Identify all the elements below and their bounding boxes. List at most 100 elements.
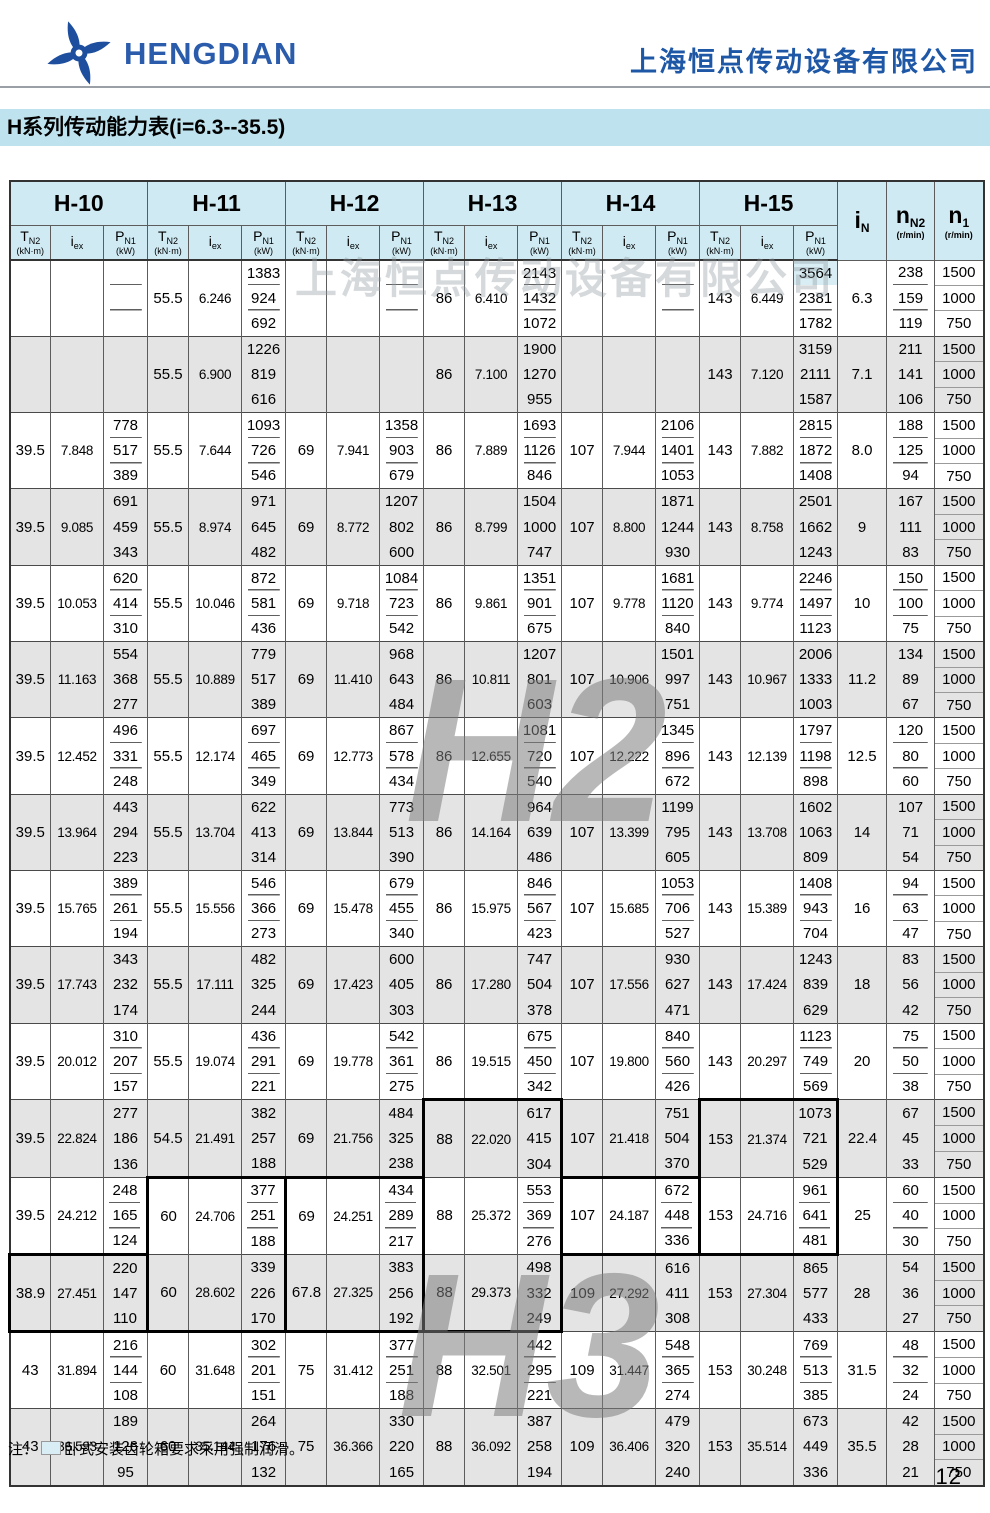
nn2-value: 150 <box>886 564 936 591</box>
pn1-value: 846 <box>517 869 563 896</box>
pn1-value: 238 <box>379 1151 425 1178</box>
tn2-value: 143 <box>699 564 742 642</box>
pn1-value: 673 <box>793 1408 839 1435</box>
pn1-value: 1333 <box>793 667 839 693</box>
pn1-value: 961 <box>793 1176 840 1204</box>
tn2-value: 39.5 <box>9 488 51 566</box>
iex-value: 24.706 <box>188 1175 243 1255</box>
header-tn2: TN2 (kN·m) <box>699 225 742 261</box>
pn1-value: 449 <box>793 1434 839 1460</box>
column-group-header: H-13 <box>423 181 563 226</box>
n1-value: 750 <box>934 1074 985 1100</box>
pn1-value: 629 <box>793 997 839 1024</box>
pn1-value: 486 <box>517 845 563 871</box>
pn1-value: 264 <box>241 1408 287 1435</box>
pn1-value: 600 <box>379 539 425 566</box>
nn2-value: 125 <box>886 438 936 464</box>
nn2-value: 32 <box>886 1357 936 1384</box>
pn1-value: 220 <box>379 1434 425 1460</box>
iex-value: 13.964 <box>50 793 104 871</box>
pn1-value: 527 <box>655 921 701 947</box>
pn1-value: 330 <box>379 1408 425 1435</box>
iex-value: 15.556 <box>188 869 243 947</box>
nn2-value: 56 <box>886 972 936 998</box>
pn1-value: 603 <box>517 692 563 718</box>
iex-value: 9.778 <box>602 564 657 642</box>
nn2-value: 75 <box>886 616 936 642</box>
pn1-value: 275 <box>379 1074 425 1100</box>
tn2-value: 107 <box>561 946 604 1024</box>
pn1-value: 779 <box>241 641 287 667</box>
tn2-value: 39.5 <box>9 1099 51 1178</box>
pn1-value: 336 <box>793 1459 839 1486</box>
pn1-value: 389 <box>102 463 149 489</box>
n1-value: 1000 <box>934 1357 985 1384</box>
iex-value <box>326 259 381 337</box>
pinwheel-logo-icon <box>47 21 111 85</box>
pn1-value: 809 <box>793 845 839 871</box>
n1-value: 1000 <box>934 667 985 693</box>
tn2-value: 55.5 <box>147 641 190 718</box>
pn1-value: 221 <box>241 1074 287 1100</box>
pn1-value: 273 <box>241 921 287 947</box>
pn1-value: 343 <box>102 539 149 566</box>
pn1-value: 157 <box>102 1074 149 1100</box>
pn1-value: 672 <box>655 768 701 795</box>
header-pn1: PN1 (kW) <box>793 225 839 261</box>
pn1-value: 132 <box>241 1459 287 1486</box>
pn1-value: 387 <box>517 1408 563 1435</box>
pn1-value: 3564 <box>793 259 839 286</box>
iex-value: 21.418 <box>602 1099 657 1178</box>
pn1-value: 801 <box>517 667 563 693</box>
pn1-value: 517 <box>241 667 287 693</box>
pn1-value: 846 <box>517 463 563 489</box>
pn1-value: 436 <box>241 616 287 642</box>
pn1-value: 548 <box>655 1331 701 1358</box>
pn1-value: 930 <box>655 946 701 973</box>
pn1-value <box>379 259 425 286</box>
pn1-value: 955 <box>517 387 563 413</box>
pn1-value: 223 <box>102 845 149 871</box>
pn1-value: 310 <box>102 1022 149 1049</box>
pn1-value: 251 <box>241 1203 288 1229</box>
tn2-value: 39.5 <box>9 1022 51 1100</box>
nn2-value: 40 <box>886 1203 936 1229</box>
tn2-value: 143 <box>699 1022 742 1100</box>
in-value: 8.0 <box>837 412 888 489</box>
pn1-value: 1871 <box>655 488 701 515</box>
header-iex: iex <box>50 225 104 261</box>
pn1-value: 389 <box>102 869 149 896</box>
tn2-value: 88 <box>422 1176 466 1255</box>
pn1-value <box>102 310 149 337</box>
pn1-value: 482 <box>241 946 287 973</box>
pn1-value: 3159 <box>793 335 839 362</box>
header-iex: iex <box>740 225 795 261</box>
pn1-value: 1408 <box>793 463 839 489</box>
n1-value: 1000 <box>934 1434 985 1461</box>
iex-value: 21.491 <box>188 1099 243 1178</box>
tn2-value <box>561 335 604 413</box>
nn2-value: 47 <box>886 921 936 947</box>
pn1-value: 1084 <box>379 564 425 591</box>
pn1-value: 2815 <box>793 412 839 439</box>
tn2-value: 38.9 <box>8 1253 51 1334</box>
pn1-value: 578 <box>379 743 425 769</box>
iex-value: 12.174 <box>188 717 243 795</box>
pn1-value: 581 <box>241 590 287 617</box>
iex-value: 6.246 <box>188 259 243 337</box>
pn1-value: 201 <box>241 1357 287 1384</box>
pn1-value: 643 <box>379 667 425 693</box>
tn2-value: 143 <box>699 946 742 1024</box>
nn2-value: 42 <box>886 1408 936 1435</box>
nn2-value: 94 <box>886 869 936 896</box>
pn1-value: 529 <box>793 1151 840 1178</box>
pn1-value: 1401 <box>655 438 701 464</box>
pn1-value: 943 <box>793 895 839 922</box>
tn2-value: 109 <box>561 1331 604 1409</box>
iex-value: 30.248 <box>740 1331 795 1409</box>
iex-value: 15.478 <box>326 869 381 947</box>
n1-value: 1000 <box>934 1203 985 1230</box>
n1-value: 1500 <box>934 1022 985 1050</box>
tn2-value: 153 <box>699 1331 742 1409</box>
nn2-value: 134 <box>886 641 936 667</box>
